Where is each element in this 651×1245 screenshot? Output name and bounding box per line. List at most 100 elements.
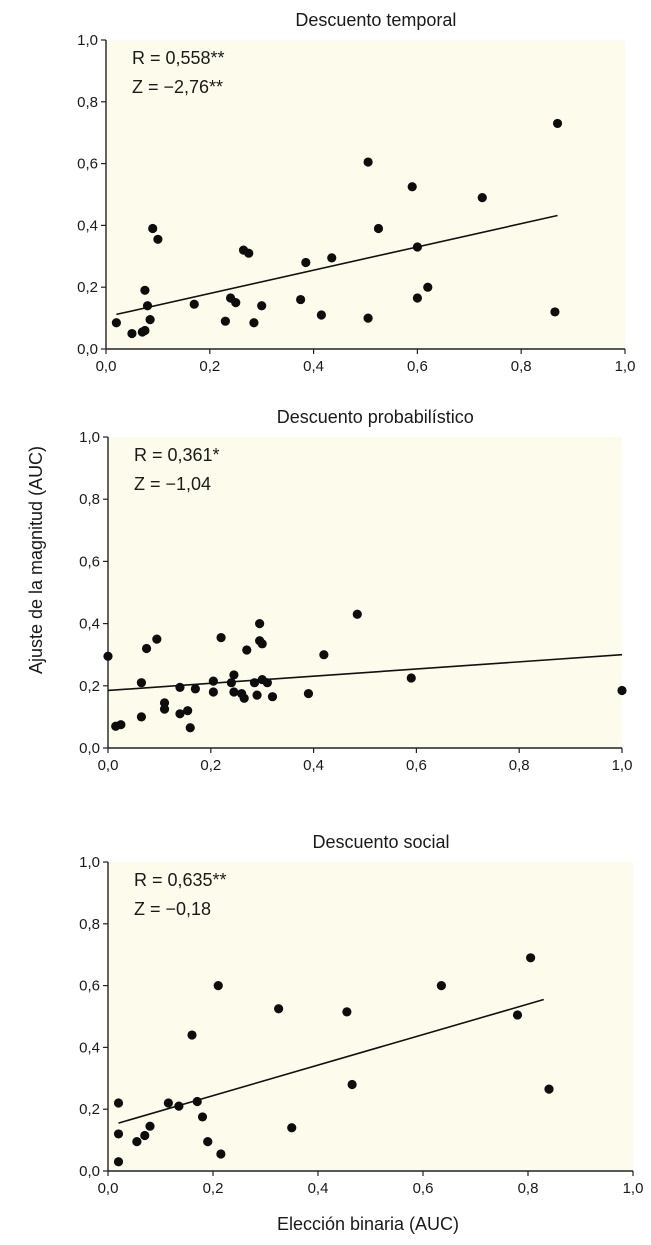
data-point <box>153 234 163 244</box>
data-point <box>423 282 433 292</box>
data-point <box>316 310 326 320</box>
x-tick-label: 0,4 <box>303 757 324 774</box>
data-point <box>257 639 267 649</box>
panel-probabilistic: Descuento probabilístico R = 0,361* Z = … <box>79 407 632 774</box>
stat-r-label: R = 0,361* <box>134 445 220 465</box>
y-axis-title: Ajuste de la magnitud (AUC) <box>26 446 46 674</box>
data-point <box>342 1007 352 1017</box>
x-tick-label: 0,2 <box>200 757 221 774</box>
data-point <box>352 609 362 619</box>
data-point <box>617 685 627 696</box>
y-tick-label: 0,8 <box>77 94 98 111</box>
data-point <box>113 1157 124 1167</box>
y-tick-label: 0,2 <box>77 279 98 296</box>
data-point <box>436 981 446 991</box>
x-tick-label: 1,0 <box>615 358 636 375</box>
data-point <box>412 293 422 303</box>
data-point <box>220 316 230 326</box>
regression-line <box>107 653 623 692</box>
data-point <box>407 182 417 192</box>
regression-line <box>116 214 558 316</box>
stat-z-label: Z = −2,76** <box>132 77 223 97</box>
data-point <box>363 157 373 167</box>
x-tick-label: 0,2 <box>199 358 220 375</box>
data-point <box>103 651 113 661</box>
data-point <box>174 1101 184 1111</box>
data-marks: 0,0 0,2 0,4 0,6 0,8 1,0 0,0 0,2 0,4 0,6 0,8 1,0 <box>79 854 643 1197</box>
data-point <box>229 687 239 697</box>
data-point <box>197 1112 208 1122</box>
data-point <box>127 328 137 339</box>
data-point <box>192 1096 202 1107</box>
data-point <box>216 632 226 643</box>
stat-r-label: R = 0,558** <box>132 48 225 68</box>
y-tick-label: 0,0 <box>79 740 100 757</box>
stat-r-label: R = 0,635** <box>134 870 227 890</box>
x-tick-label: 0,8 <box>511 358 532 375</box>
data-point <box>239 693 249 703</box>
panel-title: Descuento probabilístico <box>277 407 474 427</box>
data-point <box>116 720 126 730</box>
data-point <box>213 981 223 991</box>
data-point <box>145 1121 155 1131</box>
x-tick-label: 0,6 <box>407 358 428 375</box>
data-point <box>512 1010 523 1020</box>
x-tick-label: 1,0 <box>612 757 633 774</box>
data-point <box>111 318 121 328</box>
data-point <box>148 223 158 234</box>
data-point <box>159 704 170 714</box>
x-tick-label: 0,0 <box>98 1180 119 1197</box>
data-point <box>140 325 150 336</box>
data-point <box>208 687 218 697</box>
data-point <box>550 307 560 317</box>
y-tick-label: 0,4 <box>77 217 98 234</box>
data-marks: 0,0 0,2 0,4 0,6 0,8 1,0 0,0 0,2 0,4 0,6 0,8 1,0 <box>79 429 632 774</box>
data-point <box>347 1079 357 1090</box>
data-point <box>244 248 254 258</box>
x-tick-label: 0,6 <box>406 757 427 774</box>
x-tick-label: 0,2 <box>203 1180 224 1197</box>
x-tick-label: 0,8 <box>518 1180 539 1197</box>
data-point <box>113 1129 124 1139</box>
data-point <box>303 688 314 699</box>
data-point <box>216 1149 226 1159</box>
panel-title: Descuento temporal <box>295 10 456 30</box>
data-point <box>544 1084 554 1094</box>
x-tick-label: 0,6 <box>413 1180 434 1197</box>
data-point <box>185 723 195 733</box>
data-point <box>319 650 329 660</box>
data-point <box>301 257 311 268</box>
data-point <box>242 645 252 655</box>
y-tick-label: 0,2 <box>79 1101 100 1118</box>
data-point <box>152 634 162 644</box>
data-point <box>136 678 147 688</box>
data-point <box>226 678 236 688</box>
data-point <box>252 690 262 700</box>
data-point <box>363 313 373 323</box>
data-point <box>412 242 422 252</box>
data-point <box>231 298 241 308</box>
x-tick-label: 0,4 <box>308 1180 329 1197</box>
x-tick-label: 0,8 <box>509 757 530 774</box>
data-point <box>136 712 147 722</box>
y-tick-label: 1,0 <box>77 32 98 49</box>
data-point <box>229 670 239 680</box>
panel-title: Descuento social <box>312 832 449 852</box>
data-point <box>113 1098 124 1108</box>
y-tick-label: 0,6 <box>77 156 98 173</box>
data-point <box>187 1030 197 1040</box>
data-point <box>477 192 487 203</box>
data-point <box>257 301 267 311</box>
y-tick-label: 0,0 <box>79 1163 100 1180</box>
plot-background <box>108 437 622 748</box>
x-tick-label: 0,0 <box>96 358 117 375</box>
data-point <box>208 676 218 686</box>
data-point <box>175 682 185 692</box>
y-tick-label: 0,4 <box>79 616 100 633</box>
data-marks: 0,0 0,2 0,4 0,6 0,8 1,0 0,0 0,2 0,4 0,6 0,8 1,0 <box>77 32 635 375</box>
regression-line <box>118 998 544 1124</box>
y-tick-label: 0,8 <box>79 491 100 508</box>
y-tick-label: 0,6 <box>79 978 100 995</box>
y-tick-label: 0,6 <box>79 553 100 570</box>
y-tick-label: 0,0 <box>77 341 98 358</box>
